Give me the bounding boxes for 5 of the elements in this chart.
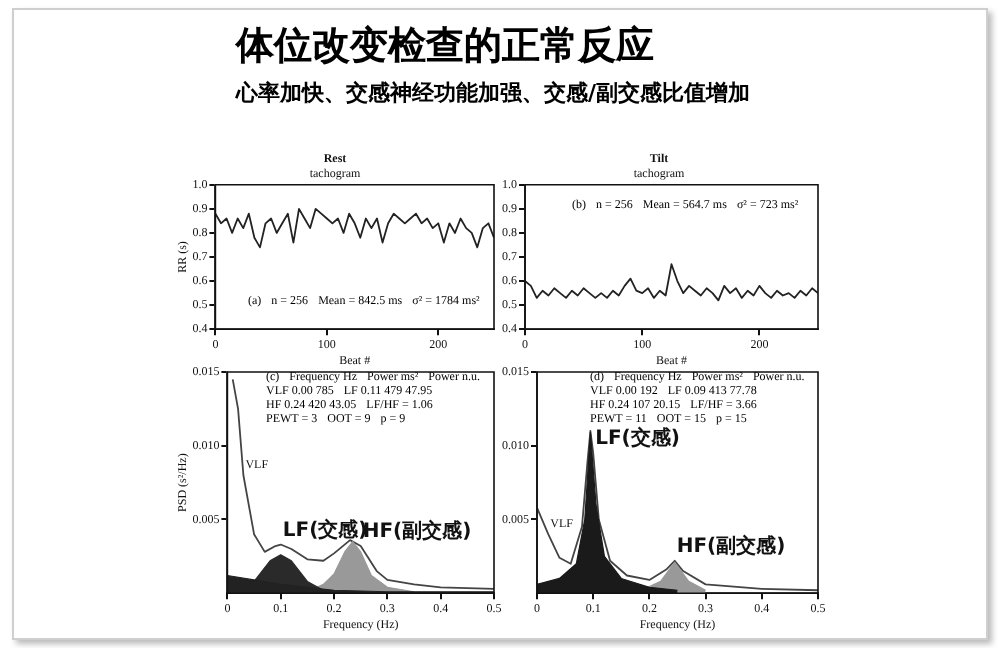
text: 体位改变检查的正常反应	[236, 22, 654, 72]
text: 心率加快、交感神经功能加强、交感/副交感比值增加	[236, 78, 753, 108]
annotation: LF(交感)	[595, 426, 680, 451]
annotation: HF(副交感)	[362, 519, 472, 544]
annotation: HF(副交感)	[676, 533, 786, 558]
